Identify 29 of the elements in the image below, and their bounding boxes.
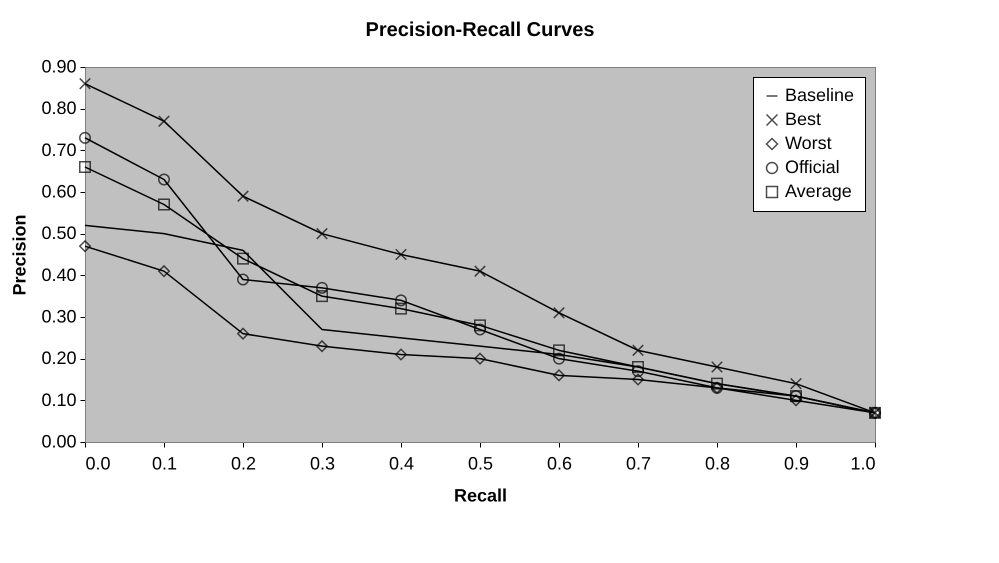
y-axis-title: Precision [9,214,30,296]
x-tick-label: 1.0 [850,454,876,474]
y-tick-label: 0.70 [41,140,76,160]
chart-title: Precision-Recall Curves [366,19,594,41]
y-tick-label: 0.60 [41,182,76,202]
x-tick-label: 0.8 [704,454,730,474]
y-tick-label: 0.40 [41,264,76,285]
x-tick-label: 0.6 [546,454,572,474]
y-tick-label: 0.80 [41,98,76,118]
x-tick-label: 0.7 [626,454,652,474]
y-tick-label: 0.20 [41,348,76,368]
x-tick-label: 0.9 [784,454,810,474]
legend-label: Baseline [785,85,854,105]
x-tick-label: 0.4 [388,454,414,474]
legend-label: Best [785,109,822,129]
y-tick-label: 0.00 [41,432,76,452]
x-tick-label: 0.5 [468,454,494,474]
legend-label: Worst [785,133,832,153]
x-axis-title: Recall [454,486,508,506]
legend-label: Official [785,157,840,177]
x-tick-label: 0.0 [86,454,111,474]
y-tick-label: 0.50 [41,223,76,244]
y-tick-label: 0.30 [41,306,76,326]
x-tick-label: 0.3 [310,454,336,474]
y-tick-label: 0.90 [41,56,76,76]
legend-label: Average [785,181,852,201]
y-tick-label: 0.10 [41,390,76,410]
x-tick-label: 0.1 [152,454,178,474]
x-tick-label: 0.2 [230,454,256,474]
